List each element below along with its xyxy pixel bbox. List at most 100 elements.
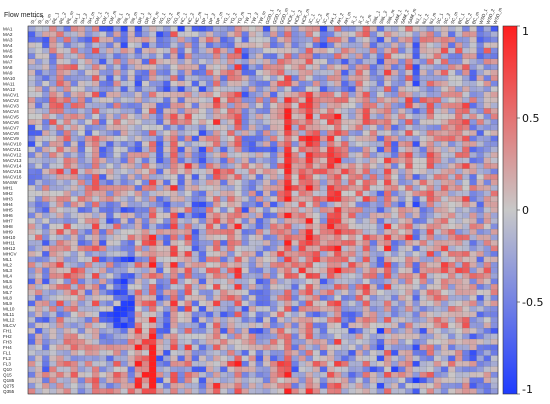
heatmap-cell (455, 295, 463, 301)
heatmap-cell (455, 25, 463, 32)
heatmap-cell (191, 218, 200, 224)
heatmap-cell (270, 333, 278, 340)
heatmap-cell (362, 135, 370, 142)
heatmap-cell (426, 300, 435, 307)
heatmap-cell (262, 36, 271, 43)
heatmap-cell (205, 289, 214, 296)
column-label: SH_2 (79, 12, 88, 25)
heatmap-cell (42, 31, 50, 38)
heatmap-cell (163, 64, 171, 71)
heatmap-cell (490, 234, 499, 241)
heatmap-cell (234, 267, 242, 274)
heatmap-cell (177, 212, 185, 219)
heatmap-cell (92, 338, 100, 345)
heatmap-cell (419, 42, 427, 49)
heatmap-cell (42, 366, 50, 373)
heatmap-cell (262, 212, 271, 219)
heatmap-cell (163, 229, 171, 235)
heatmap-cell (319, 273, 328, 279)
heatmap-cell (391, 300, 399, 307)
heatmap-cell (376, 174, 385, 180)
heatmap-cell (99, 338, 107, 345)
heatmap-cell (305, 113, 313, 120)
heatmap-cell (213, 366, 221, 373)
heatmap-cell (298, 377, 306, 384)
heatmap-cell (262, 152, 271, 158)
heatmap-cell (298, 273, 306, 279)
heatmap-cell (42, 135, 50, 142)
heatmap-cell (205, 190, 214, 197)
heatmap-cell (191, 97, 200, 104)
heatmap-cell (134, 146, 143, 153)
heatmap-cell (476, 185, 484, 191)
heatmap-cell (191, 295, 200, 301)
heatmap-cell (405, 328, 413, 334)
row-label: MH7 (3, 219, 13, 224)
heatmap-cell (198, 295, 207, 301)
heatmap-cell (277, 64, 285, 71)
heatmap-cell (391, 25, 399, 32)
heatmap-cell (49, 91, 57, 98)
heatmap-cell (177, 91, 185, 98)
heatmap-cell (426, 152, 435, 158)
heatmap-cell (348, 317, 356, 323)
heatmap-cell (262, 130, 271, 136)
heatmap-cell (426, 223, 435, 230)
heatmap-cell (455, 196, 463, 202)
heatmap-cell (448, 212, 456, 219)
heatmap-cell (27, 366, 36, 373)
heatmap-cell (35, 295, 43, 301)
heatmap-cell (84, 267, 93, 274)
heatmap-cell (270, 223, 278, 230)
heatmap-cell (433, 185, 442, 191)
heatmap-cell (341, 212, 349, 219)
heatmap-cell (99, 124, 107, 131)
heatmap-cell (476, 190, 484, 197)
heatmap-cell (426, 311, 435, 318)
heatmap-cell (27, 146, 36, 153)
heatmap-cell (391, 69, 399, 76)
heatmap-cell (419, 168, 427, 175)
heatmap-cell (170, 97, 178, 104)
heatmap-cell (490, 108, 499, 115)
heatmap-cell (298, 360, 306, 367)
heatmap-cell (163, 163, 171, 169)
heatmap-cell (156, 207, 164, 213)
heatmap-cell (462, 360, 470, 367)
heatmap-cell (284, 262, 292, 268)
heatmap-cell (141, 300, 150, 307)
heatmap-cell (348, 141, 356, 147)
heatmap-cell (177, 102, 185, 109)
heatmap-cell (291, 113, 299, 120)
heatmap-cell (327, 102, 335, 109)
heatmap-cell (369, 86, 378, 93)
heatmap-cell (469, 289, 477, 296)
heatmap-cell (213, 284, 221, 290)
heatmap-cell (205, 179, 214, 186)
heatmap-cell (163, 130, 171, 136)
heatmap-cell (362, 113, 370, 120)
heatmap-cell (27, 234, 36, 241)
heatmap-cell (42, 284, 50, 290)
heatmap-cell (156, 284, 164, 290)
heatmap-cell (70, 338, 78, 345)
heatmap-cell (476, 124, 484, 131)
heatmap-cell (134, 245, 143, 252)
heatmap-cell (241, 317, 249, 323)
heatmap-cell (383, 256, 392, 263)
heatmap-cell (141, 47, 150, 54)
heatmap-cell (99, 152, 107, 158)
heatmap-cell (127, 289, 135, 296)
heatmap-cell (42, 322, 50, 329)
heatmap-cell (334, 333, 342, 340)
heatmap-cell (227, 124, 235, 131)
heatmap-cell (298, 278, 306, 285)
heatmap-cell (490, 75, 499, 82)
heatmap-cell (184, 333, 192, 340)
heatmap-cell (369, 322, 378, 329)
heatmap-cell (220, 207, 228, 213)
heatmap-cell (426, 141, 435, 147)
heatmap-cell (227, 135, 235, 142)
heatmap-cell (177, 349, 185, 356)
row-labels: MA1MA2MA3MA4MA5MA6MA7MA8MA9MA10MA11MA12M… (3, 26, 22, 394)
